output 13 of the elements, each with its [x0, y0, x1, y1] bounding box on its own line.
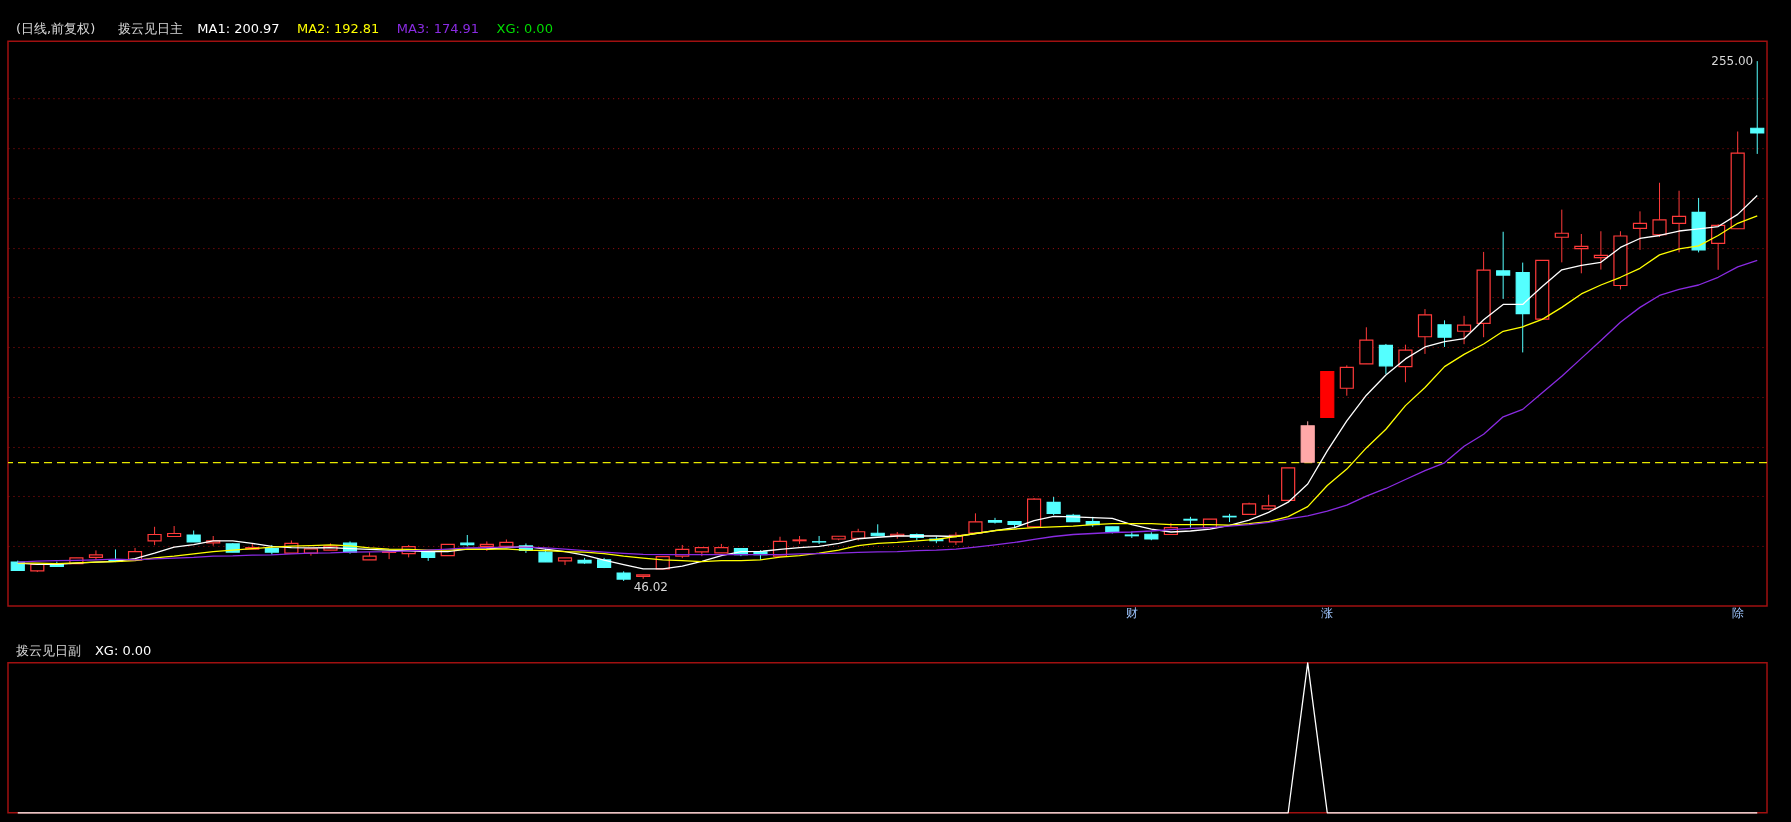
text: MA1: 200.97	[197, 21, 280, 37]
text: MA3: 174.91	[396, 21, 480, 37]
x-tick-label: 除	[1731, 606, 1744, 621]
text: XG: 0.00	[94, 642, 152, 658]
chart-title: 拨云见日副	[15, 642, 81, 658]
annotation: 46.02	[633, 579, 668, 594]
x-tick-label: 涨	[1321, 606, 1334, 621]
chart-title: (日线,前复权)	[15, 21, 96, 37]
text: MA2: 192.81	[297, 21, 380, 37]
text: XG: 0.00	[496, 21, 553, 37]
chart-subtitle: 拨云见日主	[118, 21, 184, 37]
x-tick-label: 财	[1125, 606, 1138, 621]
annotation: 255.00	[1711, 54, 1754, 69]
